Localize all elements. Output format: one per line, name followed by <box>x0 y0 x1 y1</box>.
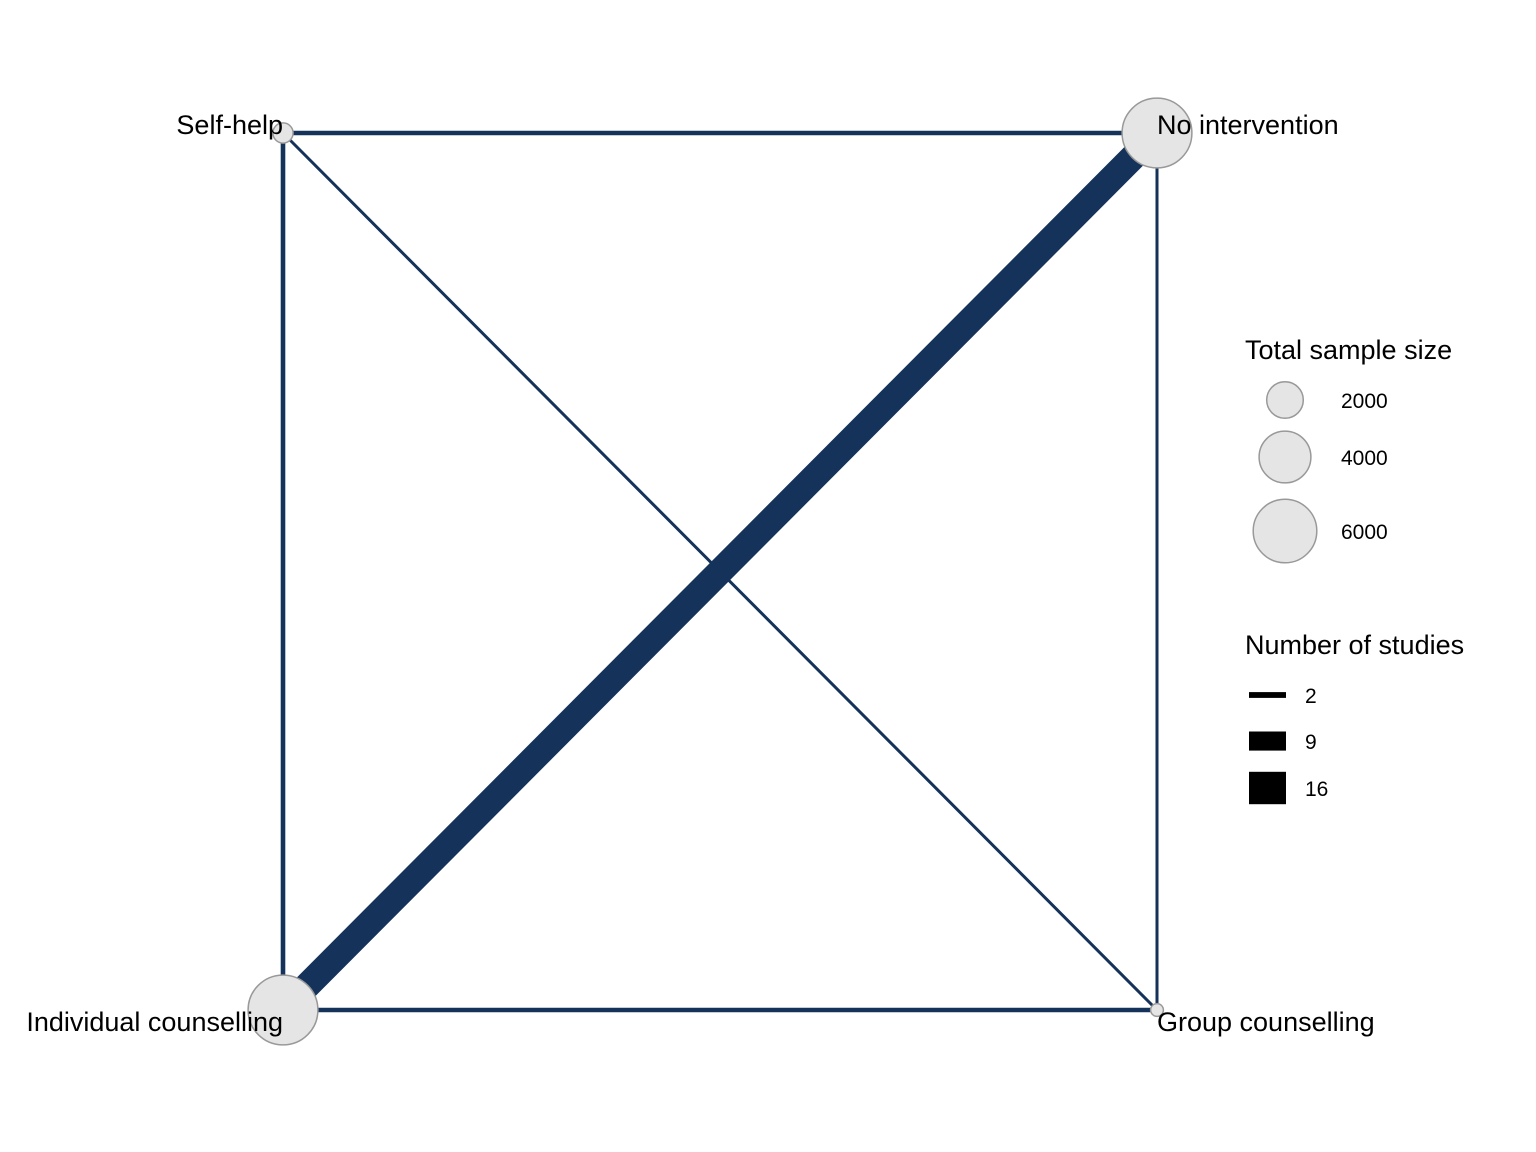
legend-width-label: 2 <box>1305 685 1317 708</box>
node-label-individual-counselling: Individual counselling <box>26 1007 283 1037</box>
legend-width-title: Number of studies <box>1245 630 1464 660</box>
legend-size-title: Total sample size <box>1245 335 1452 365</box>
network-nodes <box>247 97 1193 1046</box>
node-label-no-intervention: No intervention <box>1157 110 1339 140</box>
node-labels: Self-help No intervention Individual cou… <box>26 110 1374 1037</box>
legend-width-key <box>1249 692 1286 698</box>
network-edges <box>273 123 1167 1020</box>
legend-size-label: 6000 <box>1341 521 1388 544</box>
legend-size-label: 4000 <box>1341 447 1388 470</box>
node-label-self-help: Self-help <box>176 110 283 140</box>
legend-width-key <box>1249 731 1286 751</box>
node-label-group-counselling: Group counselling <box>1157 1007 1375 1037</box>
legend-width-key <box>1249 771 1286 805</box>
legend-size-circle <box>1258 430 1312 484</box>
edge-no-intervention-individual-counselling <box>273 123 1167 1020</box>
legend-size-circle <box>1265 380 1305 420</box>
legend-size-circle <box>1252 498 1318 564</box>
node-no-intervention <box>1121 97 1193 169</box>
legend-size-label: 2000 <box>1341 390 1388 413</box>
node-group-counselling <box>1149 1002 1165 1018</box>
legend-number-of-studies: Number of studies 2 9 16 <box>1245 630 1464 805</box>
legend-width-label: 16 <box>1305 778 1328 801</box>
legend-sample-size: Total sample size 2000 4000 6000 <box>1245 335 1452 564</box>
node-individual-counselling <box>247 974 319 1046</box>
legend-width-label: 9 <box>1305 731 1317 754</box>
node-self-help <box>272 122 294 144</box>
